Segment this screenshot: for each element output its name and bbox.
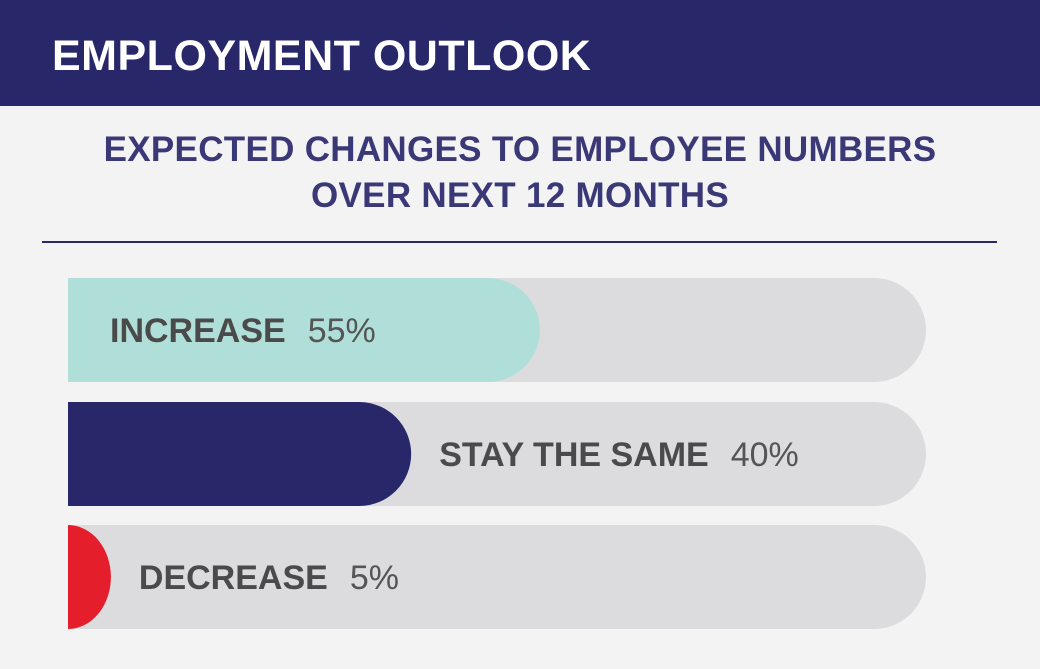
bar-value-stay-the-same: 40%	[731, 436, 799, 474]
title-divider	[42, 241, 997, 243]
header-banner: EMPLOYMENT OUTLOOK	[0, 0, 1040, 106]
bar-increase	[68, 278, 540, 382]
chart-title: EXPECTED CHANGES TO EMPLOYEE NUMBERS OVE…	[0, 127, 1040, 219]
bar-label-increase: INCREASE	[110, 312, 286, 350]
bar-track-decrease	[68, 525, 926, 629]
bar-value-decrease: 5%	[350, 559, 399, 597]
chart-title-line-1: EXPECTED CHANGES TO EMPLOYEE NUMBERS	[103, 130, 937, 169]
chart-title-line-2: OVER NEXT 12 MONTHS	[311, 176, 729, 215]
bar-label-decrease: DECREASE	[139, 559, 328, 597]
bar-value-increase: 55%	[308, 312, 376, 350]
page-title: EMPLOYMENT OUTLOOK	[52, 32, 592, 80]
bar-stay-the-same	[68, 402, 412, 506]
bar-decrease	[68, 525, 111, 629]
bar-label-stay-the-same: STAY THE SAME	[439, 436, 709, 474]
